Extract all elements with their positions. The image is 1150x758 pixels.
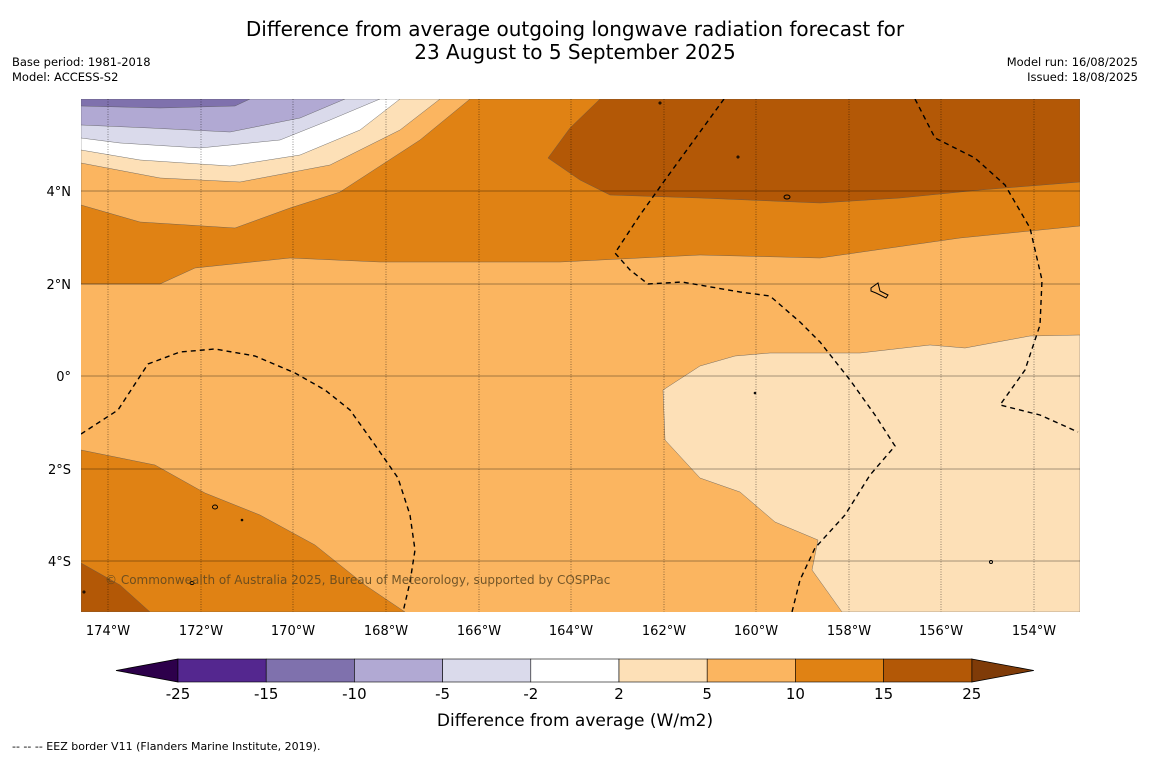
anomaly-15-25-southwest xyxy=(81,562,151,612)
colorbar-level-label: 2 xyxy=(614,685,624,703)
colorbar-level-label: 5 xyxy=(702,685,712,703)
eez-footnote: -- -- -- EEZ border V11 (Flanders Marine… xyxy=(12,740,321,753)
eez-border-west xyxy=(81,348,416,612)
colorbar-extend-low xyxy=(115,658,179,683)
y-tick-label: 2°S xyxy=(48,463,71,478)
colorbar-segment xyxy=(177,658,267,683)
chart-title: Difference from average outgoing longwav… xyxy=(0,18,1150,64)
x-tick-label: 174°W xyxy=(86,624,130,639)
colorbar: -25 -15 -10 -5 -2 2 5 10 15 25 xyxy=(115,658,1034,703)
x-tick-label: 154°W xyxy=(1012,624,1056,639)
colorbar-segment xyxy=(618,658,708,683)
colorbar-segment xyxy=(354,658,443,683)
graticule xyxy=(81,99,1080,612)
title-line-1: Difference from average outgoing longwav… xyxy=(245,17,905,41)
island xyxy=(753,391,757,395)
island xyxy=(189,581,195,585)
x-tick-label: 164°W xyxy=(549,624,593,639)
map-area: © Commonwealth of Australia 2025, Bureau… xyxy=(81,99,1080,612)
anomaly-15-25-north xyxy=(547,99,1080,204)
colorbar-segment xyxy=(883,658,973,683)
islands xyxy=(82,101,993,594)
y-tick-label: 0° xyxy=(56,370,71,385)
x-tick-label: 166°W xyxy=(457,624,501,639)
base-period: Base period: 1981-2018 xyxy=(12,55,151,69)
x-tick-label: 168°W xyxy=(364,624,408,639)
island xyxy=(240,518,244,522)
colorbar-segment xyxy=(706,658,796,683)
eez-border-far-east xyxy=(914,99,1079,433)
x-tick-label: 162°W xyxy=(642,624,686,639)
island xyxy=(989,560,993,564)
colorbar-segment xyxy=(265,658,355,683)
colorbar-level-label: -2 xyxy=(523,685,538,703)
colorbar-level-label: -15 xyxy=(254,685,279,703)
model-run: Model run: 16/08/2025 xyxy=(1006,55,1138,69)
run-info: Model run: 16/08/2025 Issued: 18/08/2025 xyxy=(1007,55,1138,85)
island xyxy=(658,101,662,105)
eez-borders xyxy=(81,99,1079,612)
y-tick-label: 2°N xyxy=(47,278,72,293)
colorbar-title: Difference from average (W/m2) xyxy=(437,711,713,731)
colorbar-level-label: 15 xyxy=(874,685,893,703)
eez-border-east xyxy=(614,99,896,612)
colorbar-level-label: -10 xyxy=(342,685,367,703)
y-tick-label: 4°S xyxy=(48,555,71,570)
x-tick-label: 160°W xyxy=(734,624,778,639)
colorbar-segment xyxy=(442,658,532,683)
x-axis: 174°W 172°W 170°W 168°W 166°W 164°W 162°… xyxy=(86,624,1056,639)
colorbar-segment xyxy=(795,658,884,683)
colorbar-level-label: -25 xyxy=(166,685,191,703)
colorbar-level-label: -5 xyxy=(435,685,450,703)
island xyxy=(212,504,218,510)
issued-date: Issued: 18/08/2025 xyxy=(1027,70,1138,84)
colorbar-level-label: 25 xyxy=(962,685,981,703)
x-tick-label: 172°W xyxy=(179,624,223,639)
x-tick-label: 158°W xyxy=(827,624,871,639)
x-tick-label: 170°W xyxy=(271,624,315,639)
anomaly-10-15-southwest xyxy=(81,449,406,612)
island xyxy=(783,194,791,200)
y-axis: 4°N 2°N 0° 2°S 4°S xyxy=(47,185,72,570)
x-tick-label: 156°W xyxy=(919,624,963,639)
island xyxy=(870,282,889,299)
island xyxy=(82,590,86,594)
island xyxy=(736,155,740,159)
anomaly-minus15-minus10 xyxy=(81,99,251,109)
colorbar-extend-high xyxy=(971,658,1034,683)
copyright-text: © Commonwealth of Australia 2025, Bureau… xyxy=(105,573,610,587)
title-line-2: 23 August to 5 September 2025 xyxy=(414,40,736,64)
model-name: Model: ACCESS-S2 xyxy=(12,70,119,84)
y-tick-label: 4°N xyxy=(47,185,72,200)
colorbar-level-label: 10 xyxy=(786,685,805,703)
base-period-info: Base period: 1981-2018 Model: ACCESS-S2 xyxy=(12,55,151,85)
colorbar-segment xyxy=(530,658,620,683)
